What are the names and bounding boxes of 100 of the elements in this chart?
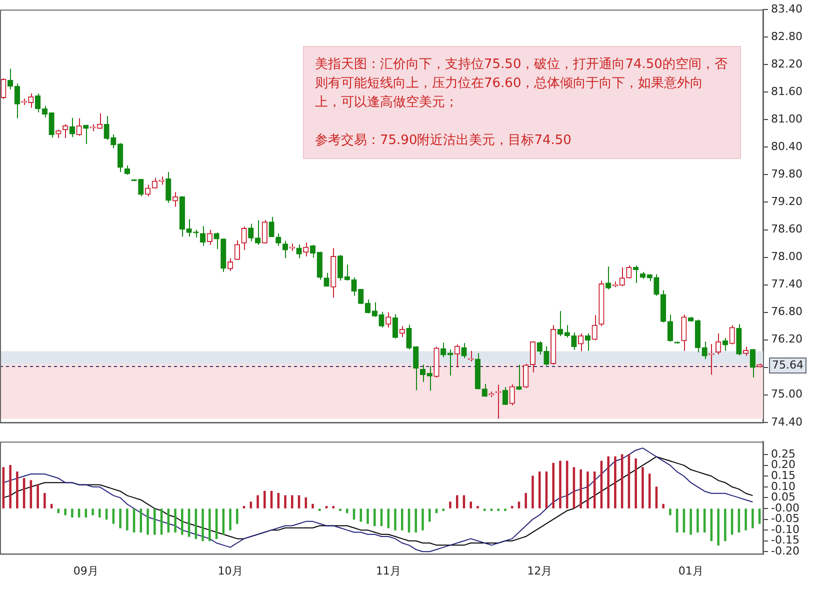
candlestick [282,240,288,259]
y-tick-label: 79.20 [771,195,802,208]
candlestick [378,311,384,328]
bar [284,495,286,508]
bar [696,508,699,533]
bar [752,508,754,528]
candlestick [633,265,639,284]
bar [449,502,452,508]
bar [518,502,520,508]
annotation: 参考交易：75.90附近沽出美元，目标74.50 [315,132,572,150]
bar [470,502,472,508]
bar [462,495,466,508]
bar [298,495,300,508]
candlestick [104,116,110,140]
candlestick [144,184,151,197]
y-tick-label: -0.00 [771,501,800,514]
candlestick [715,332,722,356]
candlestick [454,344,460,368]
candlestick [654,274,660,296]
bar [9,465,12,508]
y-tick-label: 75.00 [771,388,802,401]
candlestick [667,314,674,342]
bar [690,508,692,535]
bar [669,508,672,516]
y-tick-label: 78.00 [771,250,802,264]
candlestick [606,266,612,290]
bar [181,508,184,535]
candlestick [268,216,274,238]
bar [662,504,664,508]
y-tick-label: 81.00 [771,112,802,126]
candlestick [523,363,529,388]
candlestick [124,165,130,176]
bar [435,508,438,514]
bar [84,508,88,518]
bar [146,508,149,535]
bar [456,495,458,508]
bar [71,508,74,518]
bar [16,471,18,508]
y-tick-label: -0.20 [771,544,800,558]
bar [580,469,582,508]
y-tick-label: 0.10 [771,480,796,493]
bar [394,508,396,530]
y-tick-label: 82.20 [771,58,802,70]
bar [524,493,527,508]
candlestick [28,93,34,108]
candlestick [138,178,144,197]
bar [174,508,176,533]
bar [119,508,122,528]
candlestick [214,232,220,250]
bar [532,476,534,508]
candlestick [234,240,240,261]
bar [360,508,362,522]
candlestick [392,314,398,339]
y-tick-label: 81.60 [771,85,802,98]
bar [236,508,238,524]
bar [422,508,424,530]
bar [98,508,101,518]
candlestick [69,117,76,138]
candlestick [502,386,508,406]
bar [154,508,156,535]
bar [312,504,314,508]
bar [428,508,431,522]
candlestick [254,220,261,246]
candlestick [0,78,6,100]
bar [614,456,616,508]
y-tick-label: 79.80 [771,168,802,181]
candlestick [248,223,254,242]
y-tick-label: -0.05 [771,512,800,526]
bar [387,508,390,528]
bar [208,508,211,542]
x-tick-label: 12月 [527,564,552,578]
x-tick-label: 11月 [376,564,401,578]
annotation: 美指天图：汇价向下，支持位75.50，破位，打开通向74.50的空间，否则有可能短线向上，压力位在76.60，总体倾向于向下，如果意外向上，可以逢高做空美元； [315,56,728,112]
bar [414,508,417,533]
candlestick [681,314,687,352]
candlestick [276,232,282,246]
y-tick-label: 0.25 [771,447,796,460]
candlestick [742,346,749,356]
candlestick [468,350,474,362]
candlestick [750,348,756,378]
candlestick [227,258,234,272]
bar [607,456,610,508]
candlestick [530,340,536,373]
bar [400,508,404,530]
x-tick-label: 09月 [73,564,98,578]
candlestick [544,346,550,366]
bar [112,508,115,524]
bar [373,508,376,526]
candlestick [262,220,268,244]
candlestick [571,332,577,350]
y-tick-label: 0.05 [771,490,796,504]
bar [277,493,280,508]
candlestick [206,229,212,246]
bar [559,460,562,508]
candlestick [406,324,412,350]
candlestick [76,118,82,136]
candlestick [241,226,247,250]
bar [586,471,589,508]
candlestick [626,265,632,279]
candlestick [386,312,392,328]
